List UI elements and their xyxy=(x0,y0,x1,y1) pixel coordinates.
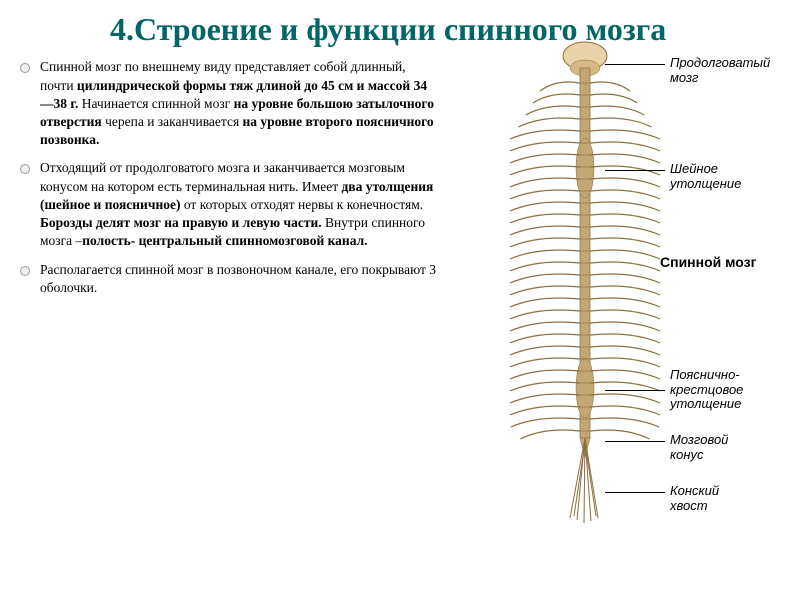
diagram-label: Конскийхвост xyxy=(670,484,719,513)
diagram-column: Спинной мозг Продолговатыймозг Шейноеутол… xyxy=(450,58,790,307)
bullet-item: Располагается спинной мозг в позвоночном… xyxy=(20,261,440,297)
bullet-item: Спинной мозг по внешнему виду представля… xyxy=(20,58,440,149)
leader-line xyxy=(605,390,665,391)
paragraph-1: Спинной мозг по внешнему виду представля… xyxy=(40,58,440,149)
leader-line xyxy=(605,441,665,442)
leader-line xyxy=(605,170,665,171)
paragraph-3: Располагается спинной мозг в позвоночном… xyxy=(40,261,440,297)
diagram-label: Мозговойконус xyxy=(670,433,728,462)
spinal-cord-diagram: Спинной мозг Продолговатыймозг Шейноеутол… xyxy=(450,38,790,538)
bullet-icon xyxy=(20,266,30,276)
diagram-label: Продолговатыймозг xyxy=(670,56,770,85)
bullet-icon xyxy=(20,164,30,174)
leader-line xyxy=(605,492,665,493)
diagram-caption: Спинной мозг xyxy=(660,254,756,270)
bullet-icon xyxy=(20,63,30,73)
bullet-item: Отходящий от продолговатого мозга и зака… xyxy=(20,159,440,250)
spine-svg xyxy=(450,38,790,538)
leader-line xyxy=(605,64,665,65)
diagram-label: Шейноеутолщение xyxy=(670,162,741,191)
text-column: Спинной мозг по внешнему виду представля… xyxy=(20,58,450,307)
content-area: Спинной мозг по внешнему виду представля… xyxy=(0,58,800,307)
diagram-label: Пояснично-крестцовоеутолщение xyxy=(670,368,743,411)
paragraph-2: Отходящий от продолговатого мозга и зака… xyxy=(40,159,440,250)
